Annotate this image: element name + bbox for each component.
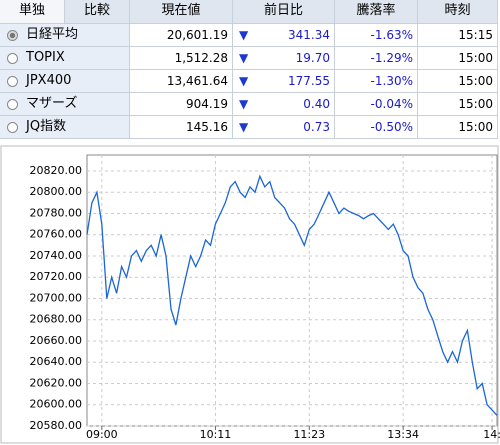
y-tick-label: 20660.00 — [30, 334, 83, 347]
radio[interactable] — [7, 122, 18, 133]
tab[interactable]: 単独 — [0, 0, 65, 24]
y-tick-label: 20720.00 — [30, 270, 83, 283]
column-header: 騰落率 — [335, 0, 418, 24]
price: 1,512.28 — [130, 47, 233, 70]
index-name[interactable]: TOPIX — [0, 47, 130, 70]
y-tick-label: 20800.00 — [30, 185, 83, 198]
index-name[interactable]: 日経平均 — [0, 24, 130, 47]
y-tick-label: 20600.00 — [30, 398, 83, 411]
time: 15:00 — [418, 47, 498, 70]
time: 15:15 — [418, 24, 498, 47]
index-name[interactable]: JQ指数 — [0, 116, 130, 139]
price-line — [86, 174, 498, 416]
price: 904.19 — [130, 93, 233, 116]
time: 15:00 — [418, 93, 498, 116]
change: 341.34 ▼ — [233, 24, 335, 47]
change-pct: -1.29% — [335, 47, 418, 70]
down-arrow: ▼ — [239, 74, 249, 88]
down-arrow: ▼ — [239, 97, 249, 111]
change-pct: -0.50% — [335, 116, 418, 139]
column-header: 現在値 — [130, 0, 233, 24]
y-tick-label: 20700.00 — [30, 291, 83, 304]
radio[interactable] — [7, 30, 18, 41]
y-tick-label: 20580.00 — [30, 419, 83, 432]
y-tick-label: 20640.00 — [30, 355, 83, 368]
time: 15:00 — [418, 116, 498, 139]
y-tick-label: 20820.00 — [30, 164, 83, 177]
y-tick-label: 20760.00 — [30, 228, 83, 241]
change: 177.55 ▼ — [233, 70, 335, 93]
index-name[interactable]: JPX400 — [0, 70, 130, 93]
plot-area — [86, 154, 498, 427]
change-pct: -1.30% — [335, 70, 418, 93]
x-tick-label: 09:00 — [86, 428, 118, 441]
x-tick-label: 11:23 — [293, 428, 325, 441]
tab[interactable]: 比較 — [65, 0, 130, 24]
radio[interactable] — [7, 99, 18, 110]
change-pct: -1.63% — [335, 24, 418, 47]
column-header: 時刻 — [418, 0, 498, 24]
down-arrow: ▼ — [239, 51, 249, 65]
down-arrow: ▼ — [239, 120, 249, 134]
down-arrow: ▼ — [239, 28, 249, 42]
change-pct: -0.04% — [335, 93, 418, 116]
change: 0.40 ▼ — [233, 93, 335, 116]
y-tick-label: 20780.00 — [30, 206, 83, 219]
x-tick-label: 14: — [483, 428, 500, 441]
index-name[interactable]: マザーズ — [0, 93, 130, 116]
price: 20,601.19 — [130, 24, 233, 47]
y-tick-label: 20740.00 — [30, 249, 83, 262]
change: 0.73 ▼ — [233, 116, 335, 139]
price: 145.16 — [130, 116, 233, 139]
radio[interactable] — [7, 76, 18, 87]
x-tick-label: 10:11 — [200, 428, 232, 441]
change: 19.70 ▼ — [233, 47, 335, 70]
price: 13,461.64 — [130, 70, 233, 93]
y-tick-label: 20620.00 — [30, 376, 83, 389]
y-tick-label: 20680.00 — [30, 313, 83, 326]
chart: 20820.00 20800.00 20780.00 20760.00 20740.00… — [0, 145, 500, 444]
column-header: 前日比 — [233, 0, 335, 24]
radio[interactable] — [7, 53, 18, 64]
x-tick-label: 13:34 — [387, 428, 419, 441]
time: 15:00 — [418, 70, 498, 93]
